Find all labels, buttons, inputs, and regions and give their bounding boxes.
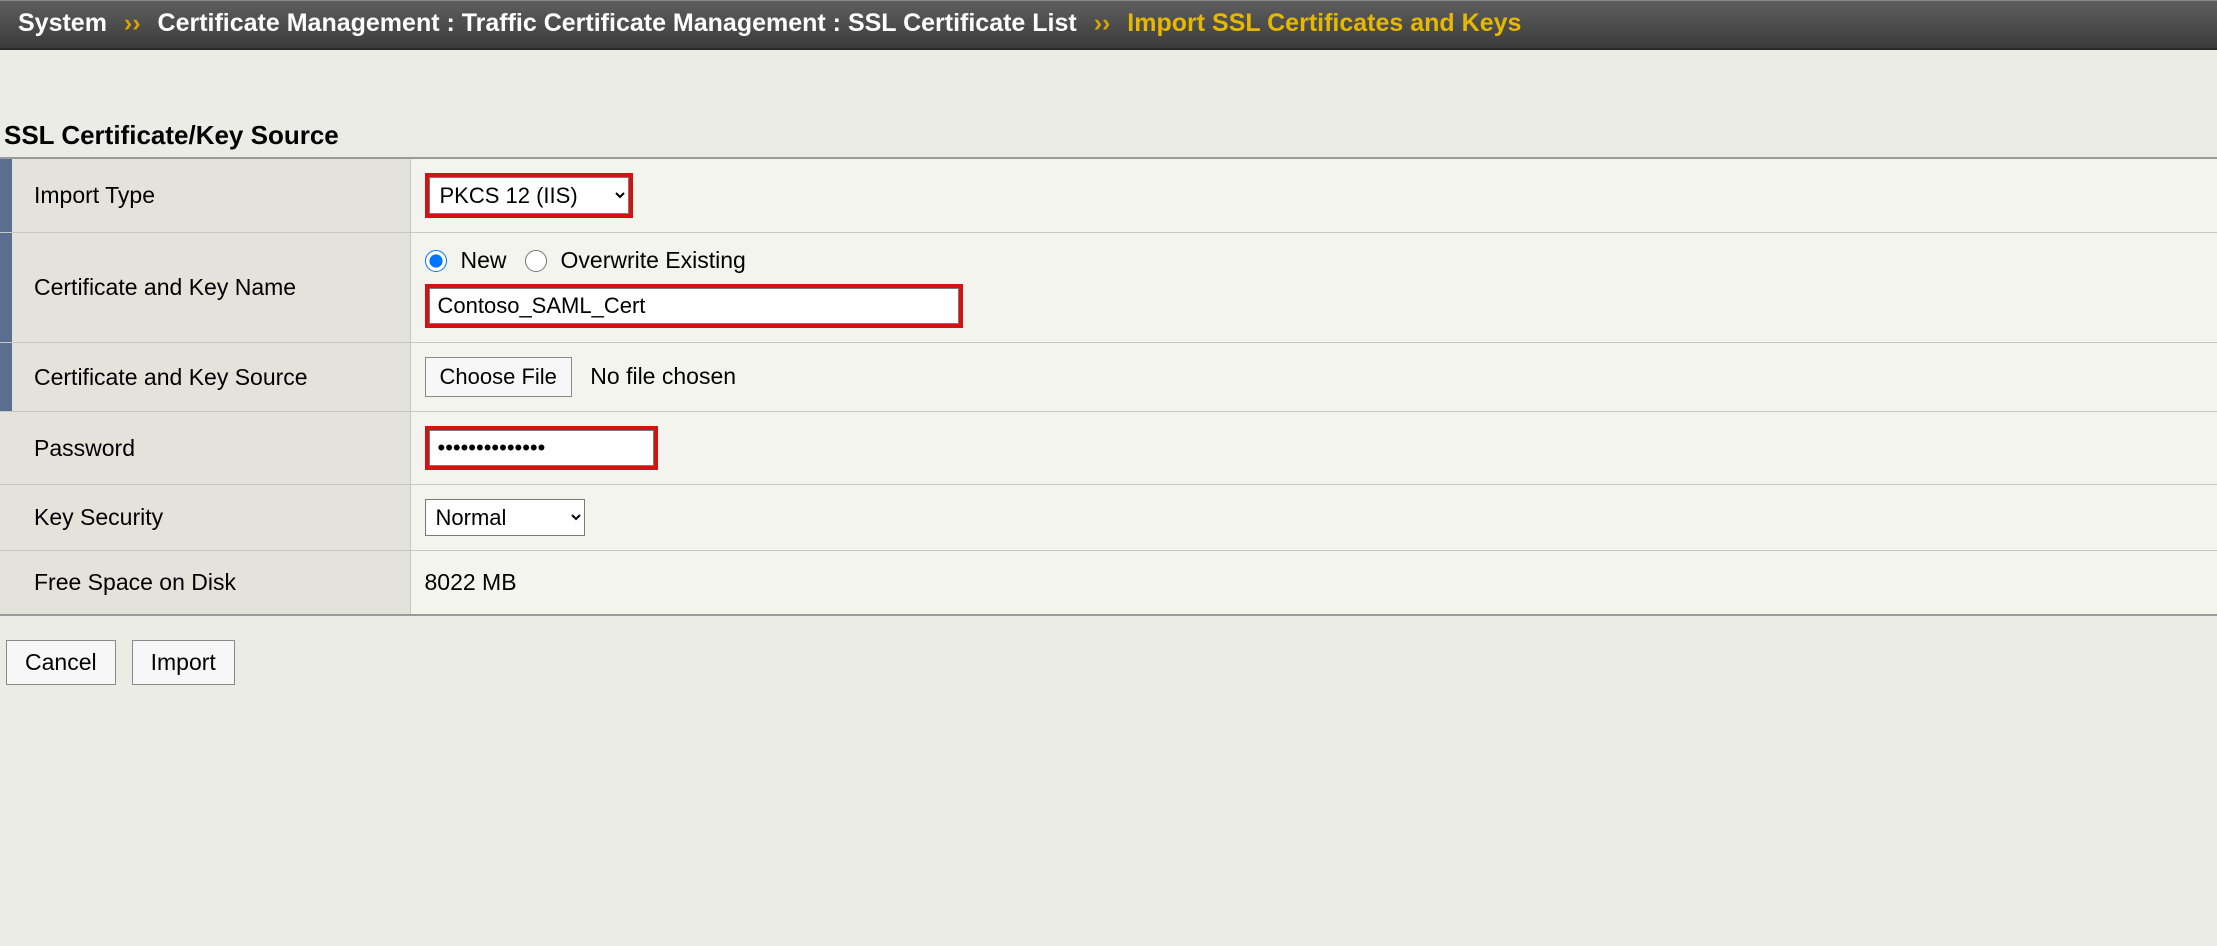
label-key-security: Key Security (12, 485, 410, 551)
row-marker (0, 343, 12, 412)
row-marker-plain (0, 485, 12, 551)
cert-name-input[interactable] (429, 288, 959, 324)
highlight-cert-name (425, 284, 963, 328)
cancel-button[interactable]: Cancel (6, 640, 116, 685)
row-marker-plain (0, 412, 12, 485)
breadcrumb-root[interactable]: System (18, 9, 107, 37)
radio-overwrite[interactable] (525, 250, 547, 272)
radio-new[interactable] (425, 250, 447, 272)
breadcrumb-current: Import SSL Certificates and Keys (1127, 9, 1521, 37)
breadcrumb-path[interactable]: Certificate Management : Traffic Certifi… (158, 9, 1077, 37)
import-type-select[interactable]: PKCS 12 (IIS) (429, 177, 629, 214)
row-cert-source: Certificate and Key Source Choose File N… (0, 343, 2217, 412)
highlight-password (425, 426, 658, 470)
breadcrumb-separator: ›› (1084, 9, 1121, 37)
cert-name-radio-group: New Overwrite Existing (425, 247, 2208, 274)
highlight-import-type: PKCS 12 (IIS) (425, 173, 633, 218)
label-import-type: Import Type (12, 158, 410, 233)
password-input[interactable] (429, 430, 654, 466)
choose-file-button[interactable]: Choose File (425, 357, 572, 397)
row-cert-name: Certificate and Key Name New Overwrite E… (0, 233, 2217, 343)
row-password: Password (0, 412, 2217, 485)
button-row: Cancel Import (0, 616, 2217, 685)
label-cert-name: Certificate and Key Name (12, 233, 410, 343)
row-marker-plain (0, 551, 12, 616)
form-table: Import Type PKCS 12 (IIS) Certificate an… (0, 157, 2217, 616)
row-free-space: Free Space on Disk 8022 MB (0, 551, 2217, 616)
radio-new-label: New (461, 247, 507, 274)
label-cert-source: Certificate and Key Source (12, 343, 410, 412)
section-title: SSL Certificate/Key Source (4, 120, 2217, 151)
row-marker (0, 158, 12, 233)
label-free-space: Free Space on Disk (12, 551, 410, 616)
breadcrumb: System ›› Certificate Management : Traff… (0, 0, 2217, 50)
import-button[interactable]: Import (132, 640, 235, 685)
row-marker (0, 233, 12, 343)
radio-overwrite-label: Overwrite Existing (561, 247, 746, 274)
file-chosen-status: No file chosen (590, 363, 736, 389)
label-password: Password (12, 412, 410, 485)
row-key-security: Key Security Normal (0, 485, 2217, 551)
free-space-value: 8022 MB (425, 569, 517, 595)
row-import-type: Import Type PKCS 12 (IIS) (0, 158, 2217, 233)
key-security-select[interactable]: Normal (425, 499, 585, 536)
breadcrumb-separator: ›› (114, 9, 151, 37)
